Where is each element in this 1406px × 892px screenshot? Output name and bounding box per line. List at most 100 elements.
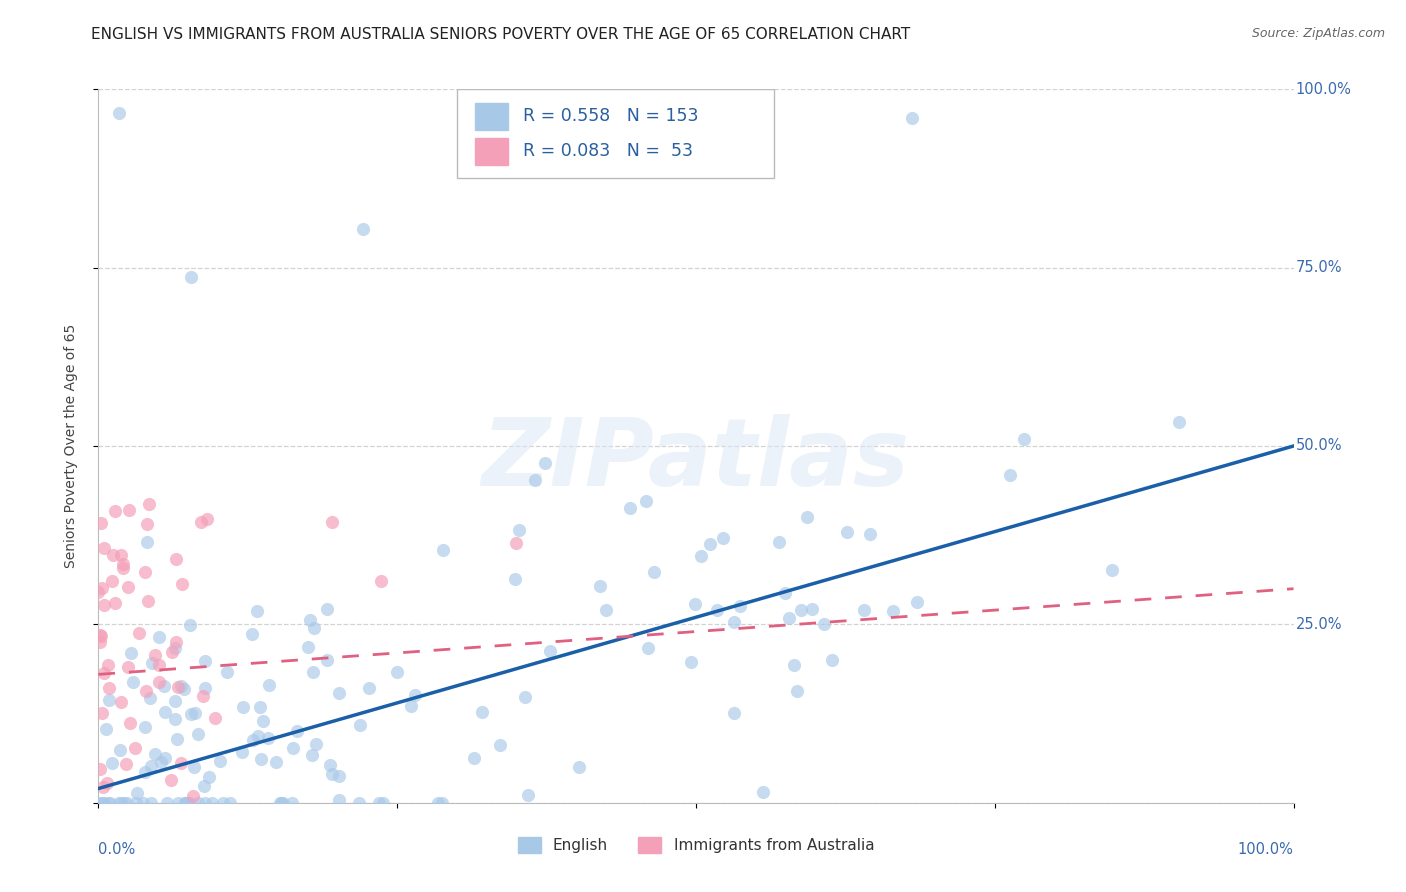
Point [156,796,179,810]
Point [108,796,131,810]
Point [118,716,141,731]
Point [219,796,242,810]
Point [523,474,546,488]
Point [250,752,273,766]
Point [87,584,110,599]
Point [136,535,159,549]
Point [373,796,395,810]
Point [152,679,174,693]
Point [637,640,659,655]
Point [90,581,112,595]
Point [167,796,190,810]
Point [120,646,142,660]
Point [93,598,115,612]
Point [110,796,132,810]
Point [1101,563,1123,577]
Point [463,750,485,764]
Point [117,660,139,674]
Point [287,724,309,739]
FancyBboxPatch shape [475,137,509,165]
Point [193,779,215,793]
Point [264,755,287,769]
Point [401,699,423,714]
Point [135,683,157,698]
Point [153,705,176,719]
Point [138,691,160,706]
Point [148,675,170,690]
Point [859,527,882,541]
Point [134,721,156,735]
Point [177,796,200,810]
Point [183,760,205,774]
Point [87,796,110,810]
Point [159,772,181,787]
Point [643,566,665,580]
Point [117,580,139,594]
Point [217,665,239,680]
Point [101,574,124,589]
Point [91,706,114,721]
Point [813,616,835,631]
Point [110,695,132,709]
Point [256,731,278,746]
Point [619,501,641,516]
Point [404,689,426,703]
Point [194,796,217,810]
Point [679,655,702,669]
Point [193,654,215,668]
Point [589,579,612,593]
Point [174,796,197,810]
Point [752,785,775,799]
Point [179,617,201,632]
Text: R = 0.083   N =  53: R = 0.083 N = 53 [523,143,693,161]
Point [882,603,904,617]
Point [89,628,111,642]
Point [173,796,195,810]
Point [93,666,115,681]
Point [349,718,371,732]
Point [796,509,818,524]
Point [432,543,454,558]
Point [513,690,536,704]
Point [121,674,143,689]
Point [367,796,389,810]
Point [108,743,131,757]
Point [173,681,195,696]
Point [728,599,751,613]
Point [538,644,561,658]
Point [252,714,274,728]
Point [165,640,187,655]
Point [114,756,136,771]
Point [91,780,114,794]
Point [170,679,193,693]
Point [155,751,177,765]
Text: 25.0%: 25.0% [1296,617,1343,632]
Point [821,653,844,667]
Point [231,745,253,759]
Point [90,516,112,530]
FancyBboxPatch shape [475,103,509,130]
FancyBboxPatch shape [457,89,773,178]
Point [93,796,115,810]
Point [387,665,409,680]
Point [246,604,269,618]
Point [209,755,232,769]
Point [110,548,132,562]
Point [198,770,221,784]
Point [93,541,115,556]
Point [328,769,350,783]
Point [503,573,526,587]
Point [328,793,350,807]
Text: ENGLISH VS IMMIGRANTS FROM AUSTRALIA SENIORS POVERTY OVER THE AGE OF 65 CORRELAT: ENGLISH VS IMMIGRANTS FROM AUSTRALIA SEN… [91,27,911,42]
Point [901,111,924,125]
Point [141,796,163,810]
Point [91,796,114,810]
Point [138,594,160,608]
Point [212,796,235,810]
Point [271,796,294,810]
Point [321,767,343,781]
Point [778,611,800,625]
Point [246,729,269,743]
Text: 100.0%: 100.0% [1296,82,1351,96]
Point [98,796,121,810]
